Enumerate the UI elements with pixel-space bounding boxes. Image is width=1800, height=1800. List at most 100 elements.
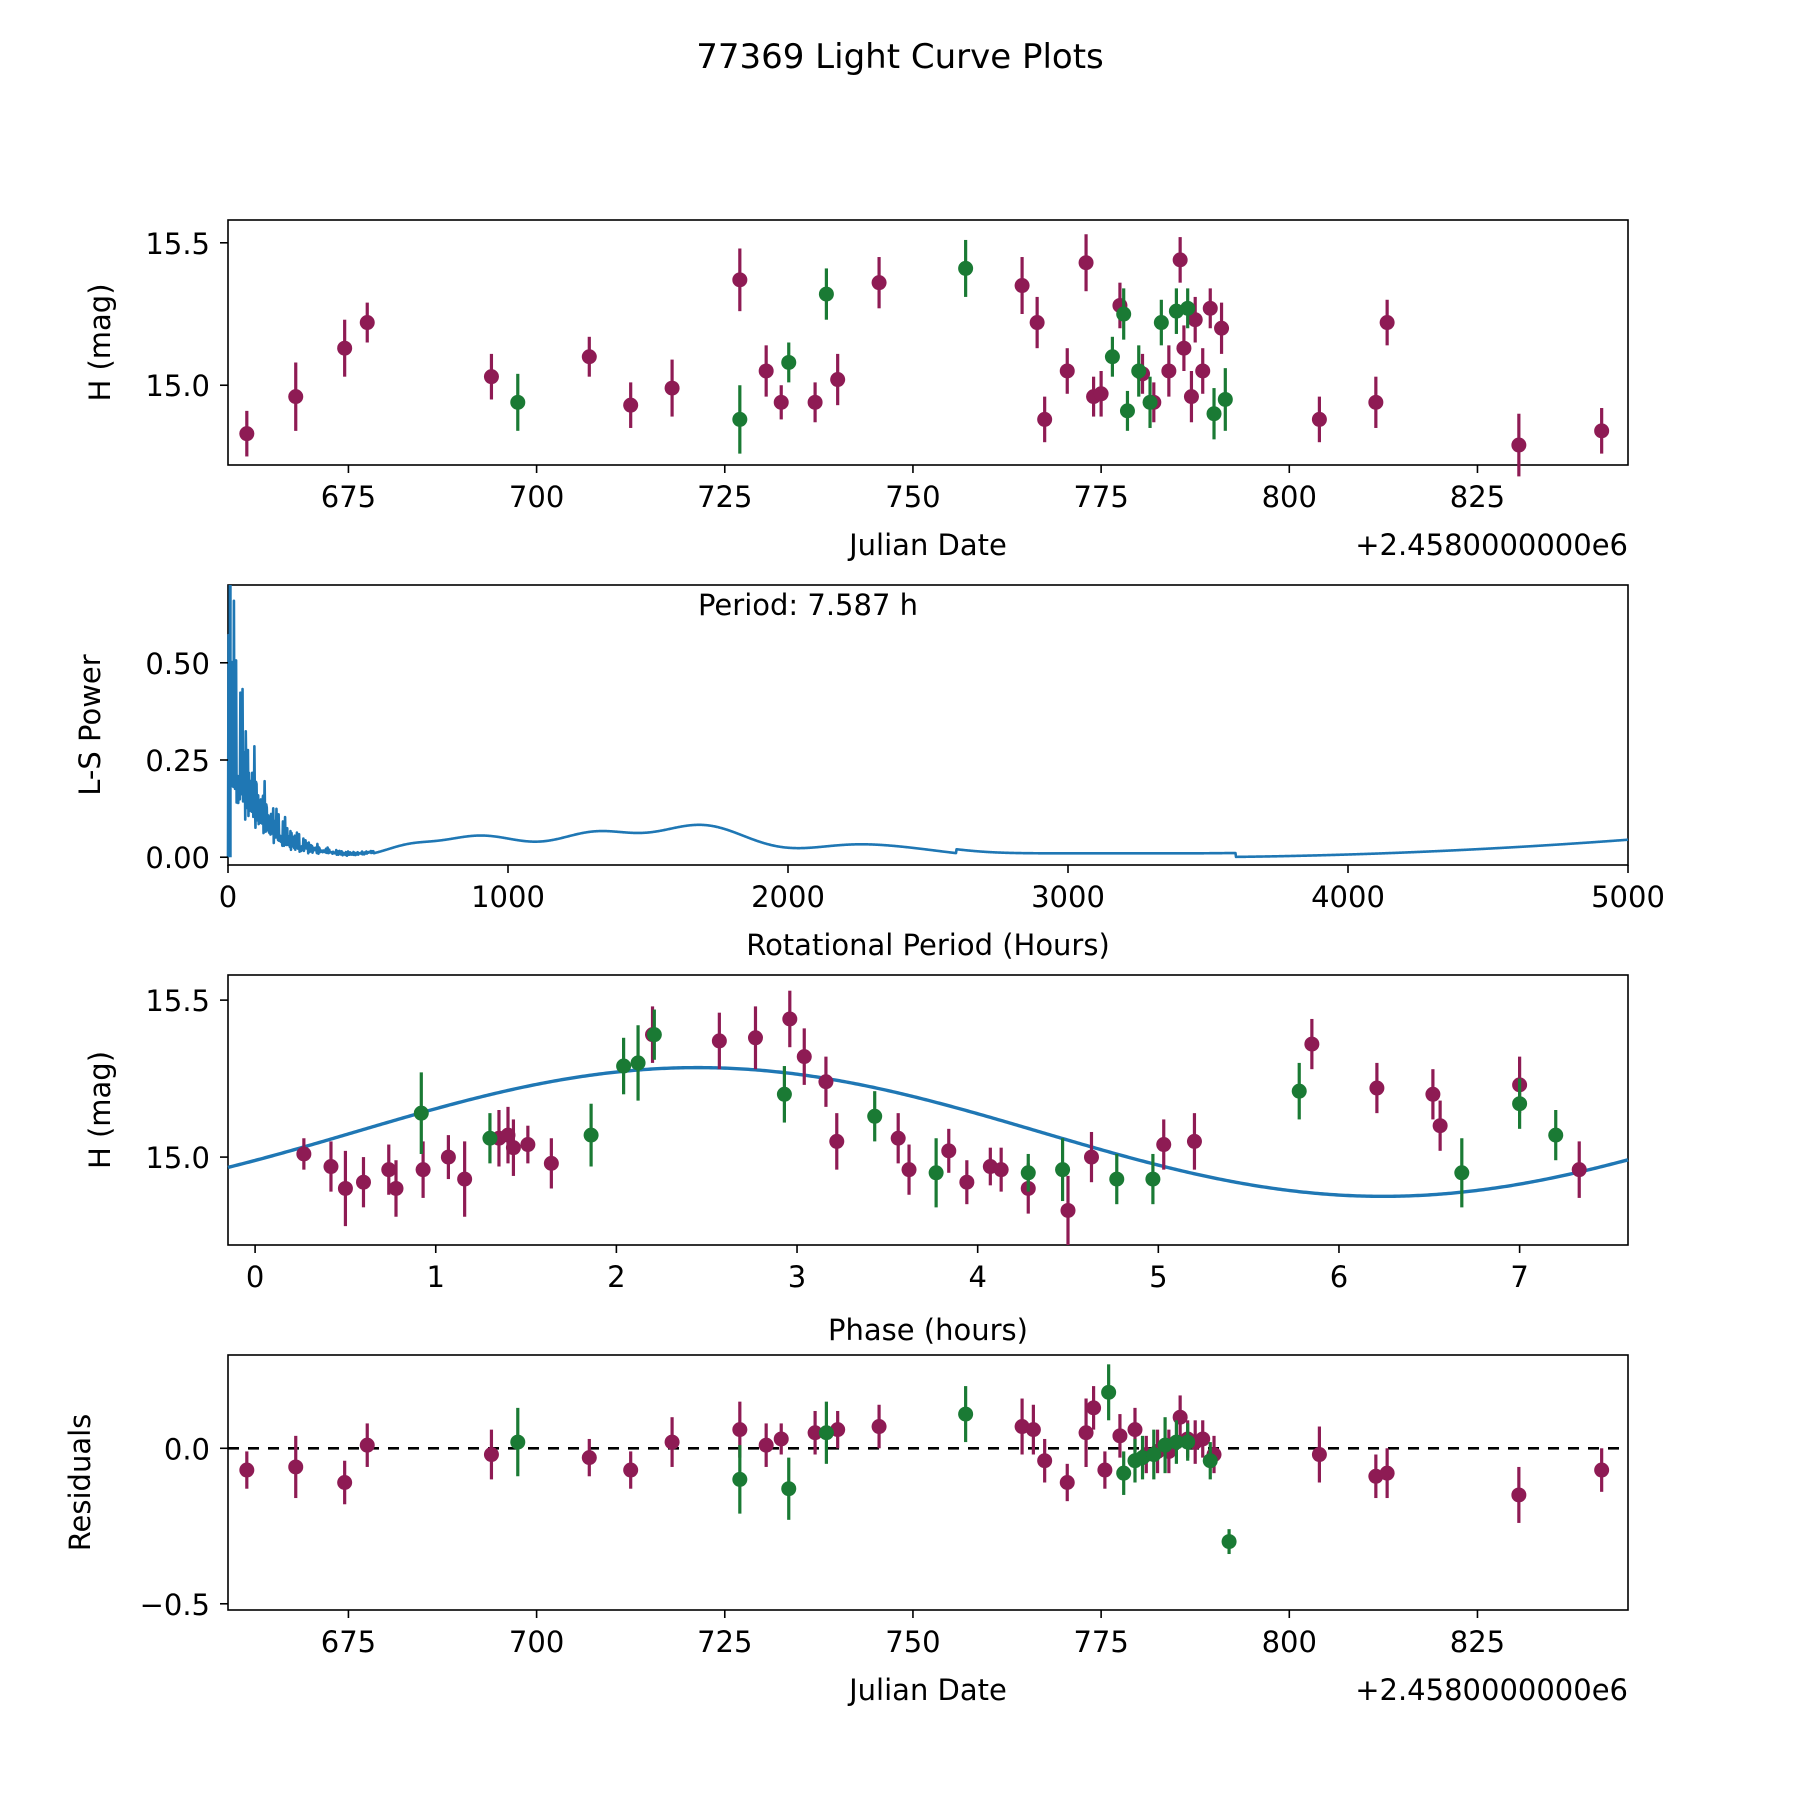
data-point: [646, 1027, 662, 1043]
data-point: [581, 349, 597, 365]
data-point: [959, 1174, 975, 1190]
x-tick-label: 4000: [1311, 880, 1385, 914]
panel-frame: [227, 974, 1629, 1246]
data-point: [1594, 1462, 1610, 1478]
data-point: [958, 1406, 974, 1422]
data-point: [239, 426, 255, 442]
data-point: [711, 1033, 727, 1049]
data-point: [623, 1462, 639, 1478]
x-tick-label: 775: [1073, 1625, 1128, 1659]
y-axis: 0.50 0.25 0.00: [145, 647, 228, 875]
x-tick-label: 3: [788, 1260, 806, 1294]
data-point: [818, 1425, 834, 1441]
data-point: [500, 1127, 516, 1143]
residuals-x-offset: +2.4580000000e6: [1355, 1673, 1628, 1707]
data-point: [1101, 1384, 1117, 1400]
data-point: [781, 1481, 797, 1497]
x-tick-label: 3000: [1031, 880, 1105, 914]
data-point: [1379, 1465, 1395, 1481]
data-point: [1368, 1468, 1384, 1484]
data-point: [1176, 340, 1192, 356]
data-point: [1187, 312, 1203, 328]
data-point: [355, 1174, 371, 1190]
data-point: [482, 1130, 498, 1146]
data-point: [773, 394, 789, 410]
x-tick-label: 5: [1149, 1260, 1167, 1294]
data-point: [1109, 1171, 1125, 1187]
data-point: [543, 1155, 559, 1171]
data-point: [732, 1471, 748, 1487]
data-point: [1425, 1086, 1441, 1102]
phasefold-frame: [227, 974, 1629, 1246]
x-tick-label: 1: [427, 1260, 445, 1294]
y-tick-label: 15.0: [145, 369, 210, 403]
data-point: [1025, 1422, 1041, 1438]
data-point: [1511, 1487, 1527, 1503]
data-point: [1172, 252, 1188, 268]
phasefold-ylabel: H (mag): [83, 1051, 117, 1169]
data-point: [1029, 315, 1045, 331]
periodogram-xlabel: Rotational Period (Hours): [746, 928, 1110, 962]
data-point: [796, 1049, 812, 1065]
panel-periodogram: 0 1000 2000 3000 4000 5000 0.50 0.25 0.00 Rotatio…: [73, 584, 1665, 962]
x-tick-label: 750: [885, 1625, 940, 1659]
data-point: [1142, 394, 1158, 410]
data-point: [1037, 1453, 1053, 1469]
data-point: [867, 1108, 883, 1124]
data-point: [807, 1425, 823, 1441]
data-point: [1511, 437, 1527, 453]
data-point: [830, 1422, 846, 1438]
data-point: [1112, 1428, 1128, 1444]
data-point: [1291, 1083, 1307, 1099]
data-point: [664, 1434, 680, 1450]
y-tick-label: 0.25: [145, 744, 210, 778]
data-point: [388, 1180, 404, 1196]
y-tick-label: 15.5: [145, 227, 210, 261]
x-tick-label: 825: [1450, 480, 1505, 514]
data-point: [732, 272, 748, 288]
data-point: [807, 394, 823, 410]
data-point: [583, 1127, 599, 1143]
data-point: [415, 1162, 431, 1178]
data-point: [1369, 1080, 1385, 1096]
x-axis: 675 700 725 750 775 800 825: [321, 1610, 1505, 1659]
data-point: [1086, 1400, 1102, 1416]
x-tick-label: 675: [321, 1625, 376, 1659]
data-point: [941, 1143, 957, 1159]
x-axis: 675 700 725 750 775 800 825: [321, 465, 1505, 514]
data-point: [1078, 1425, 1094, 1441]
x-tick-label: 700: [509, 1625, 564, 1659]
data-point: [1304, 1036, 1320, 1052]
data-point: [993, 1162, 1009, 1178]
data-point: [1014, 1419, 1030, 1435]
data-point: [1168, 303, 1184, 319]
data-point: [830, 372, 846, 388]
data-point: [773, 1431, 789, 1447]
data-point: [1368, 394, 1384, 410]
data-point: [1548, 1127, 1564, 1143]
data-point: [359, 315, 375, 331]
y-tick-label: 15.5: [145, 984, 210, 1018]
data-point: [1131, 363, 1147, 379]
series-series_a: [239, 234, 1610, 477]
panel-frame: [227, 219, 1629, 466]
data-point: [1119, 403, 1135, 419]
data-point: [616, 1058, 632, 1074]
data-point: [871, 1419, 887, 1435]
data-point: [510, 394, 526, 410]
data-point: [483, 369, 499, 385]
x-tick-label: 700: [509, 480, 564, 514]
data-point: [337, 340, 353, 356]
data-point: [288, 1459, 304, 1475]
x-tick-label: 0: [246, 1260, 264, 1294]
data-point: [1183, 389, 1199, 405]
data-point: [776, 1086, 792, 1102]
y-tick-label: 0.0: [164, 1432, 210, 1466]
data-point: [1145, 1171, 1161, 1187]
panel-phasefold: 0 1 2 3 4 5 6 7 15.5 15.0 Phase (hours) H (mag): [83, 974, 1629, 1347]
x-tick-label: 4: [968, 1260, 986, 1294]
residuals-xlabel: Julian Date: [847, 1673, 1007, 1707]
x-tick-label: 750: [885, 480, 940, 514]
x-tick-label: 2000: [751, 880, 825, 914]
